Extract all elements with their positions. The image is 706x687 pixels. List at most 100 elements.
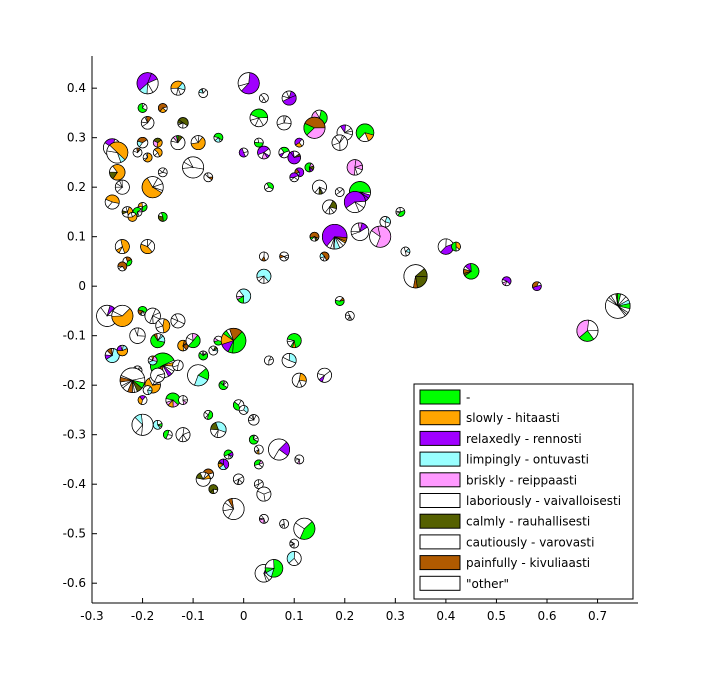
pie-glyph <box>152 137 163 148</box>
pie-glyph <box>344 311 355 321</box>
y-tick-label: 0.1 <box>67 230 86 244</box>
pie-outline <box>343 191 366 213</box>
pie-outline <box>294 137 305 148</box>
legend-label: cautiously - varovasti <box>466 535 594 549</box>
pie-outline <box>576 319 599 342</box>
pie-outline <box>137 395 148 405</box>
pie-glyph <box>264 355 274 366</box>
pie-glyph <box>142 152 153 163</box>
pie-glyph <box>137 103 148 113</box>
pie-outline <box>403 264 428 289</box>
pie-outline <box>321 223 348 250</box>
pie-outline <box>256 486 272 502</box>
pie-glyph <box>147 355 158 366</box>
pie-outline <box>162 429 173 440</box>
pie-outline <box>264 559 284 578</box>
legend-label: "other" <box>466 577 509 591</box>
pie-glyph <box>170 313 186 329</box>
pie-glyph <box>114 239 130 255</box>
pie-glyph <box>119 367 146 393</box>
pie-glyph <box>223 449 234 460</box>
pie-glyph <box>400 246 411 257</box>
pie-outline <box>157 103 168 113</box>
pie-glyph <box>137 395 148 405</box>
pie-outline <box>238 405 249 415</box>
pie-glyph <box>157 212 168 222</box>
x-tick-label: 0.2 <box>335 609 354 623</box>
pie-slice <box>140 413 154 436</box>
pie-outline <box>253 459 264 470</box>
pie-outline <box>152 147 163 158</box>
pie-glyph <box>114 179 130 195</box>
pie-glyph <box>253 459 264 470</box>
pie-outline <box>501 276 512 287</box>
pie-glyph <box>264 559 284 578</box>
pie-outline <box>286 551 302 566</box>
pie-outline <box>395 207 406 217</box>
pie-glyph <box>253 137 264 148</box>
pie-outline <box>281 90 297 106</box>
pie-outline <box>150 333 166 349</box>
x-tick-label: 0.1 <box>285 609 304 623</box>
pie-glyph <box>248 414 260 426</box>
pie-glyph <box>281 90 297 106</box>
legend-swatch <box>419 534 461 550</box>
x-tick-label: 0 <box>240 609 248 623</box>
pie-outline <box>304 162 315 173</box>
pie-outline <box>190 135 206 151</box>
pie-outline <box>237 72 260 95</box>
pie-glyph <box>152 147 163 158</box>
pie-glyph <box>213 132 224 143</box>
pie-glyph <box>177 339 189 352</box>
pie-outline <box>137 103 148 113</box>
pie-outline <box>170 135 186 151</box>
pie-outline <box>157 212 168 222</box>
pie-outline <box>289 538 300 549</box>
pie-outline <box>208 345 219 356</box>
pie-outline <box>129 327 146 344</box>
pie-glyph <box>198 88 209 98</box>
pie-glyph <box>355 123 375 142</box>
pie-glyph <box>334 296 345 306</box>
pie-outline <box>157 167 168 178</box>
pie-outline <box>222 497 245 520</box>
pie-glyph <box>321 223 348 250</box>
pie-outline <box>286 333 302 349</box>
legend-swatch <box>419 575 461 591</box>
pie-outline <box>253 137 264 148</box>
pie-outline <box>451 241 461 252</box>
pie-outline <box>175 427 191 443</box>
pie-glyph <box>127 212 138 222</box>
y-tick-label: 0.3 <box>67 131 86 145</box>
pie-outline <box>259 251 269 262</box>
pie-glyph <box>155 318 171 334</box>
pie-glyph <box>291 372 307 388</box>
x-tick-label: 0.4 <box>436 609 455 623</box>
pie-outline <box>116 344 128 357</box>
pie-glyph <box>256 268 272 284</box>
pie-outline <box>293 517 316 540</box>
pie-glyph <box>253 444 264 455</box>
pie-glyph <box>182 156 205 179</box>
pie-outline <box>355 123 375 142</box>
y-tick-label: 0.4 <box>67 81 86 95</box>
pie-outline <box>278 146 290 159</box>
pie-glyph <box>131 413 154 436</box>
pie-glyph <box>279 518 289 529</box>
pie-outline <box>111 304 134 327</box>
pie-glyph <box>264 182 274 193</box>
pie-glyph <box>294 454 305 465</box>
pie-glyph <box>343 191 366 213</box>
pie-outline <box>203 172 214 183</box>
pie-outline <box>400 246 411 257</box>
pie-outline <box>312 179 327 195</box>
pie-glyph <box>222 497 245 520</box>
y-tick-label: -0.1 <box>63 329 86 343</box>
legend-swatch <box>419 472 461 488</box>
pie-outline <box>187 364 210 387</box>
pie-glyph <box>195 471 211 487</box>
pie-outline <box>291 372 307 388</box>
legend-label: calmly - rauhallisesti <box>466 515 590 529</box>
pie-outline <box>279 518 289 529</box>
pie-glyph <box>317 367 332 383</box>
